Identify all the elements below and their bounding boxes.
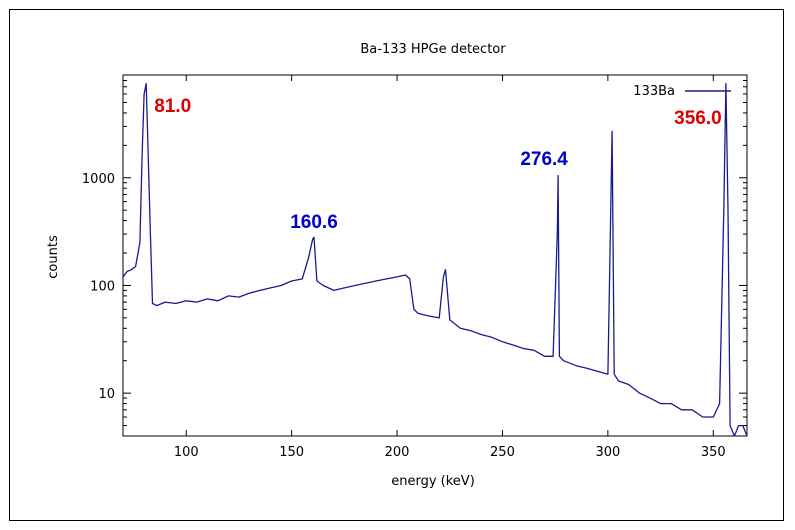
y-tick-label: 10 (98, 387, 115, 402)
y-tick-label: 1000 (82, 172, 115, 187)
peak-annotation: 160.6 (290, 212, 338, 233)
peak-annotation: 356.0 (674, 108, 722, 129)
series-line (122, 82, 748, 437)
x-axis-label: energy (keV) (391, 474, 475, 489)
y-axis-label: counts (46, 235, 61, 279)
legend: 133Ba (633, 84, 731, 99)
x-tick-label: 250 (490, 445, 515, 460)
x-tick-label: 150 (279, 445, 304, 460)
axis-ticks: 100 150 200 250 300 350 10 100 1000 (82, 75, 747, 460)
x-tick-label: 350 (701, 445, 726, 460)
x-tick-label: 300 (595, 445, 620, 460)
x-tick-label: 200 (385, 445, 410, 460)
x-tick-label: 100 (174, 445, 199, 460)
chart-title: Ba-133 HPGe detector (360, 42, 506, 57)
series-layer (122, 82, 748, 437)
peak-annotation: 81.0 (154, 96, 191, 117)
plot-area-border (122, 74, 748, 437)
y-tick-label: 100 (90, 279, 115, 294)
legend-label: 133Ba (633, 84, 675, 99)
annotations-layer: 81.0 160.6 276.4 356.0 (154, 96, 722, 233)
peak-annotation: 276.4 (520, 149, 568, 170)
